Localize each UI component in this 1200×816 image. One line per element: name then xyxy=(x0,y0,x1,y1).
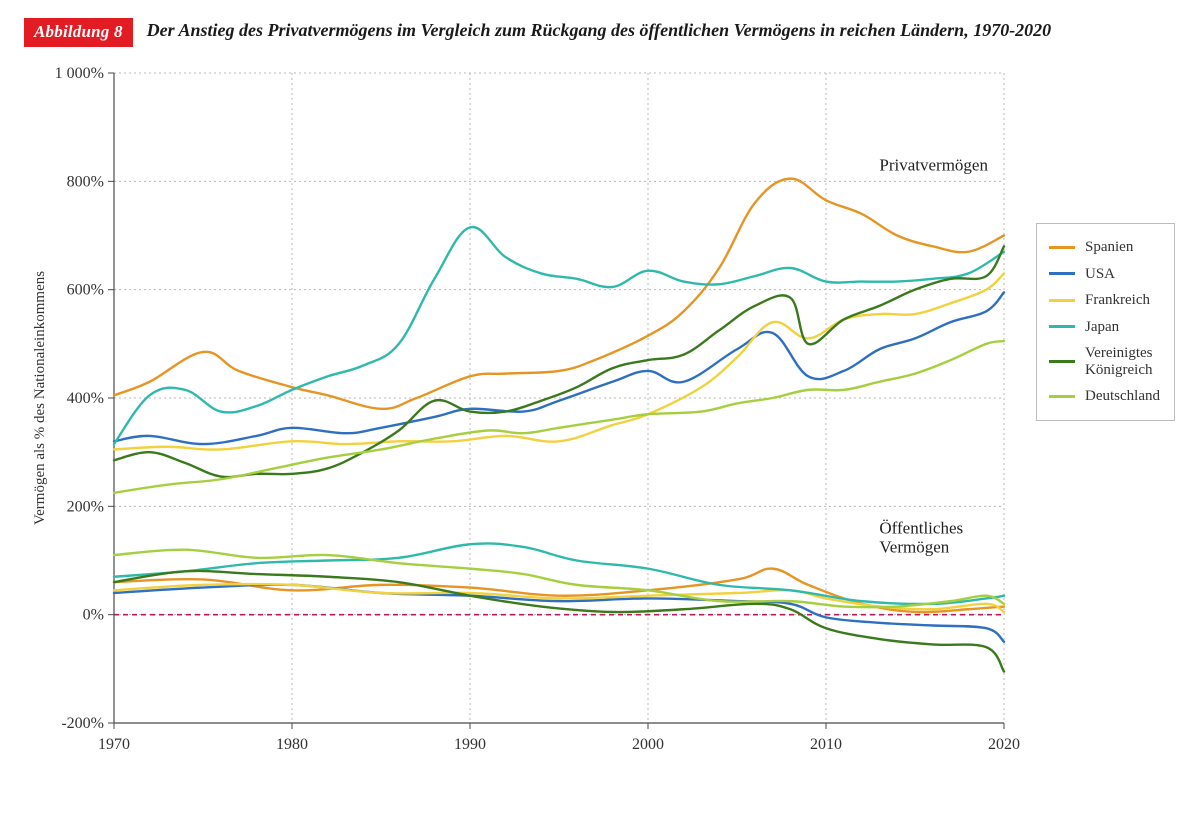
legend-item-france: Frankreich xyxy=(1049,287,1160,314)
svg-text:1980: 1980 xyxy=(276,736,308,753)
svg-text:800%: 800% xyxy=(67,173,104,190)
legend-label: Frankreich xyxy=(1085,292,1150,309)
svg-text:2010: 2010 xyxy=(810,736,842,753)
svg-text:1 000%: 1 000% xyxy=(55,65,104,82)
legend-item-uk: VereinigtesKönigreich xyxy=(1049,340,1160,383)
legend-label: Japan xyxy=(1085,319,1119,336)
figure-title: Der Anstieg des Privatvermögens im Vergl… xyxy=(147,18,1052,42)
svg-text:Öffentliches: Öffentliches xyxy=(879,518,963,537)
svg-text:0%: 0% xyxy=(83,607,104,624)
svg-text:400%: 400% xyxy=(67,390,104,407)
svg-text:200%: 200% xyxy=(67,498,104,515)
legend-item-germany: Deutschland xyxy=(1049,383,1160,410)
figure-badge: Abbildung 8 xyxy=(24,18,133,47)
figure-container: Abbildung 8 Der Anstieg des Privatvermög… xyxy=(0,0,1200,816)
chart-legend: Spanien USA Frankreich Japan VereinigtesKöni… xyxy=(1036,223,1175,421)
legend-swatch xyxy=(1049,246,1075,249)
legend-swatch xyxy=(1049,299,1075,302)
legend-item-japan: Japan xyxy=(1049,314,1160,341)
svg-text:Vermögen als % des Nationalein: Vermögen als % des Nationaleinkommens xyxy=(32,271,48,525)
legend-label: VereinigtesKönigreich xyxy=(1085,345,1152,378)
legend-swatch xyxy=(1049,325,1075,328)
svg-text:-200%: -200% xyxy=(61,715,104,732)
wealth-line-chart: 1970 1980 1990 2000 2010 2020 -200% 0% 200% 400% 6… xyxy=(24,53,1024,773)
legend-item-usa: USA xyxy=(1049,261,1160,288)
svg-text:Vermögen: Vermögen xyxy=(879,537,949,556)
legend-swatch xyxy=(1049,272,1075,275)
svg-text:Privatvermögen: Privatvermögen xyxy=(879,156,988,175)
legend-swatch xyxy=(1049,360,1075,363)
figure-header: Abbildung 8 Der Anstieg des Privatvermög… xyxy=(24,18,1176,47)
svg-text:2020: 2020 xyxy=(988,736,1020,753)
legend-label: USA xyxy=(1085,266,1115,283)
legend-item-spain: Spanien xyxy=(1049,234,1160,261)
legend-label: Deutschland xyxy=(1085,388,1160,405)
legend-label: Spanien xyxy=(1085,239,1133,256)
svg-text:2000: 2000 xyxy=(632,736,664,753)
svg-text:1970: 1970 xyxy=(98,736,130,753)
chart-wrap: 1970 1980 1990 2000 2010 2020 -200% 0% 200% 400% 6… xyxy=(24,53,1024,778)
svg-text:1990: 1990 xyxy=(454,736,486,753)
legend-swatch xyxy=(1049,395,1075,398)
svg-text:600%: 600% xyxy=(67,282,104,299)
chart-row: 1970 1980 1990 2000 2010 2020 -200% 0% 200% 400% 6… xyxy=(24,53,1176,778)
